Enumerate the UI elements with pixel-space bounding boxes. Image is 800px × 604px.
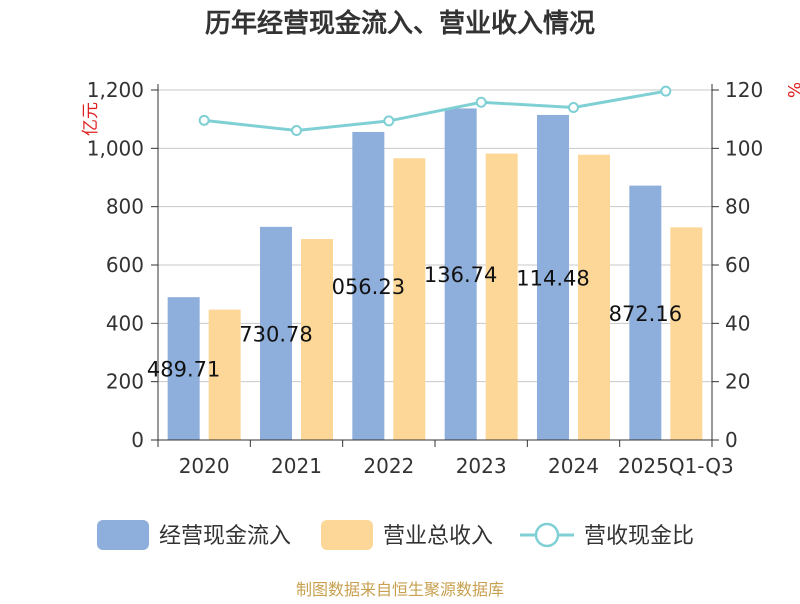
y-left-tick-label: 0 [131,428,144,452]
x-tick-label: 2025Q1-Q3 [618,454,734,478]
y-right-tick-label: 80 [725,195,750,219]
y-left-tick-label: 600 [106,253,144,277]
y-left-tick-label: 1,200 [87,78,144,102]
y-right-tick-label: 0 [725,428,738,452]
x-tick-label: 2023 [456,454,507,478]
y-left-unit: 亿元 [81,102,101,136]
data-labels: 489.71 730.78 056.23 136.74 114.48 872.16 [147,263,682,381]
data-label: 136.74 [424,263,497,287]
y-right-tick-label: 100 [725,136,763,160]
ratio-point [660,85,672,97]
legend-swatch-cash-inflow [97,520,149,550]
data-label: 114.48 [516,266,589,290]
bar-revenue [670,227,703,440]
bar-revenue [485,153,518,441]
grid-lines [158,89,712,383]
bar-revenue [301,239,333,440]
ratio-line-path [204,89,667,133]
x-tick-label: 2024 [548,454,599,478]
ratio-point [198,114,210,126]
bar-cash-inflow [352,131,385,440]
y-left-tick-label: 400 [106,311,144,335]
x-tick-label: 2020 [179,454,230,478]
bar-cash-inflow [629,185,662,440]
bar-cash-inflow [537,114,569,441]
y-right-tick-label: 120 [725,78,763,102]
y-left-tick-label: 1,000 [87,136,144,160]
bar-revenue [393,158,426,440]
bar-cash-inflow [444,108,477,440]
legend-marker-ratio [534,522,560,548]
legend-label-cash-inflow: 经营现金流入 [159,524,291,549]
y-left-tick-label: 800 [106,195,144,219]
chart-title: 历年经营现金流入、营业收入情况 [205,8,595,39]
ratio-point [291,125,302,137]
legend: 经营现金流入 营业总收入 营收现金比 [97,520,694,550]
legend-swatch-revenue [321,520,373,550]
x-tick-label: 2022 [363,454,414,478]
data-label: 489.71 [147,358,220,382]
y-left-tick-label: 200 [106,370,144,394]
ratio-point [383,115,395,127]
axes: 0 0 200 20 400 40 600 60 800 80 1,000 100 1,200 120 20… [87,78,763,478]
legend-label-revenue: 营业总收入 [383,524,493,549]
y-right-tick-label: 20 [725,370,750,394]
data-label: 872.16 [609,302,682,326]
ratio-line [198,85,672,137]
bar-revenue [208,309,241,440]
legend-label-ratio: 营收现金比 [584,524,694,549]
bar-revenue [578,154,610,440]
ratio-point [475,96,487,108]
y-right-tick-label: 40 [725,311,750,335]
bar-cash-inflow [260,226,292,440]
bars [167,108,703,441]
bar-cash-inflow [167,297,200,440]
source-note: 制图数据来自恒生聚源数据库 [296,580,504,599]
data-label: 730.78 [239,322,312,346]
y-right-unit: % [783,82,800,98]
data-label: 056.23 [332,275,405,299]
y-right-tick-label: 60 [725,253,750,277]
x-tick-label: 2021 [271,454,322,478]
ratio-point [568,102,579,113]
